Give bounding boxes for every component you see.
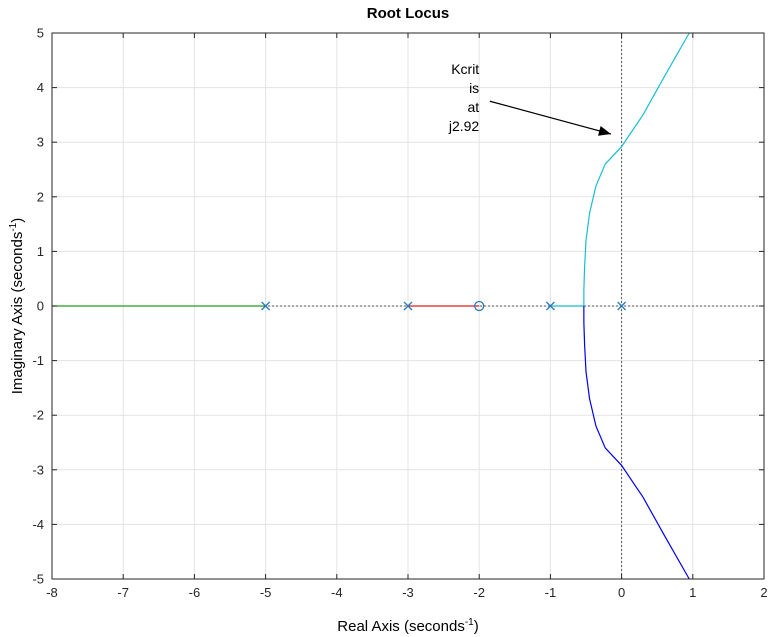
y-tick-label: 1 [37,244,44,259]
y-axis-label-main: Imaginary Axis (seconds [9,232,26,395]
x-tick-label: 1 [689,585,696,600]
x-tick-label: -1 [545,585,557,600]
y-tick-label: -1 [32,353,44,368]
x-tick-label: -7 [117,585,129,600]
x-tick-label: -8 [46,585,58,600]
x-tick-label: -2 [473,585,485,600]
x-axis-label-close: ) [474,618,479,635]
y-tick-label: -5 [32,572,44,587]
zero-marker [474,300,485,312]
x-axis-label-main: Real Axis (seconds [337,618,465,635]
pole-marker [261,301,271,311]
y-tick-label: 5 [37,26,44,41]
y-axis-label-close: ) [9,218,26,223]
y-tick-label: -3 [32,462,44,477]
x-tick-label: -4 [331,585,343,600]
pole-marker [403,301,413,311]
x-axis-label-sup: -1 [465,617,474,628]
chart-title: Root Locus [367,5,450,22]
x-axis-label: Real Axis (seconds-1) [337,617,478,635]
pole-marker [545,301,555,311]
y-tick-label: 0 [37,299,44,314]
locus-branch [583,306,690,580]
x-tick-label: 0 [618,585,625,600]
x-tick-label: 2 [760,585,767,600]
x-tick-label: -5 [260,585,272,600]
annotation-arrow-line [489,100,612,135]
annotation-line: is [469,80,479,96]
y-axis-label: Imaginary Axis (seconds-1) [8,218,26,394]
x-tick-label: -3 [402,585,414,600]
y-tick-label: -4 [32,517,44,532]
annotation-line: at [468,99,480,115]
annotation-arrow-head [598,126,611,136]
annotation-line: Kcrit [451,61,479,77]
y-tick-label: 3 [37,135,44,150]
y-tick-label: 4 [37,80,44,95]
pole-marker [617,301,627,311]
y-tick-label: -2 [32,408,44,423]
locus-branch [583,32,690,306]
y-tick-label: 2 [37,189,44,204]
x-tick-label: -6 [189,585,201,600]
annotation-line: j2.92 [448,118,480,134]
y-axis-label-sup: -1 [8,222,19,231]
